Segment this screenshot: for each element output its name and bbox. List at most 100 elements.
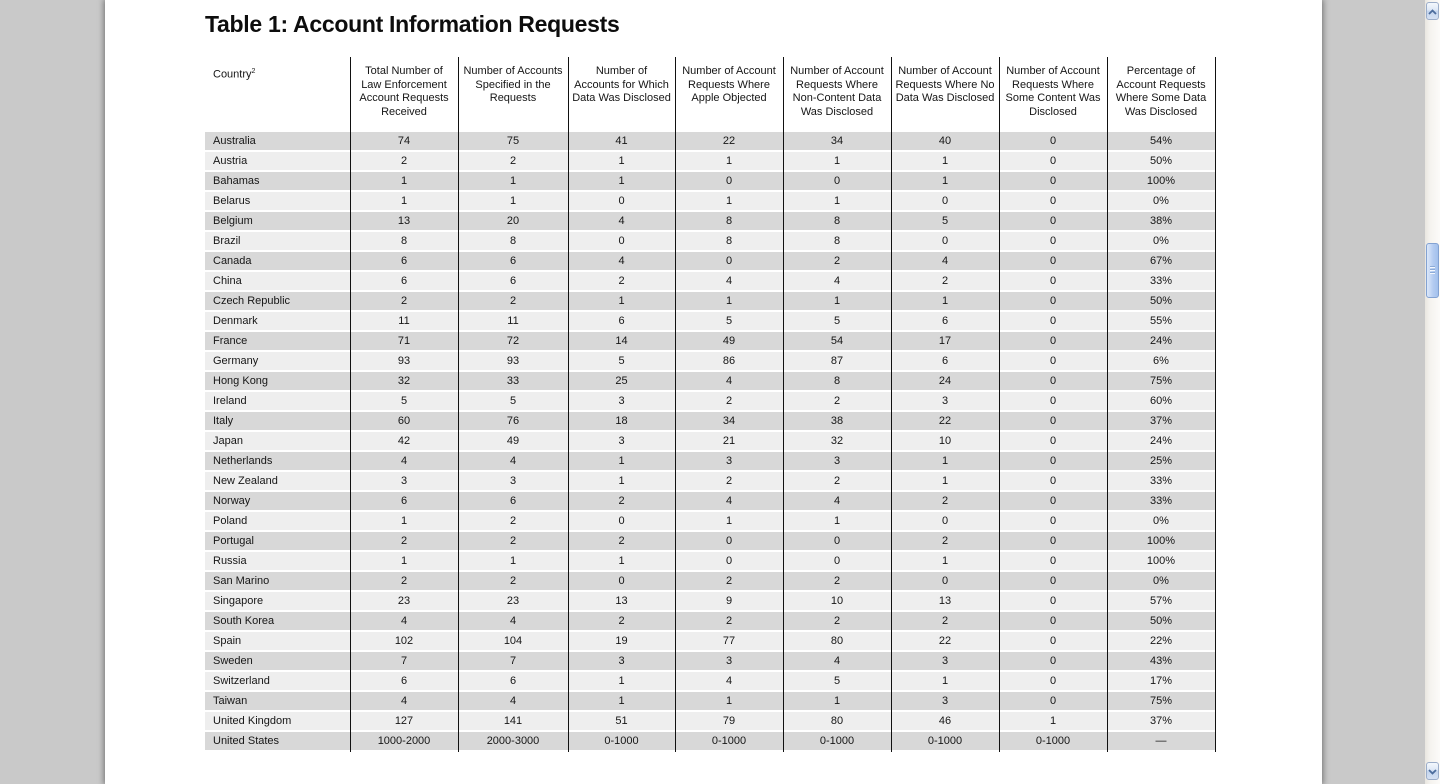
country-cell: Italy bbox=[205, 412, 350, 432]
value-cell: 0% bbox=[1107, 192, 1215, 212]
scroll-up-icon bbox=[1428, 2, 1437, 20]
value-cell: 7 bbox=[458, 652, 568, 672]
scrollbar-grip-icon bbox=[1430, 265, 1435, 275]
column-header: Total Number of Law Enforcement Account … bbox=[359, 65, 449, 118]
country-cell: Austria bbox=[205, 152, 350, 172]
value-cell: 6 bbox=[568, 312, 675, 332]
value-cell: 2 bbox=[568, 492, 675, 512]
footnote-marker: 2 bbox=[251, 68, 256, 75]
value-cell: 14 bbox=[568, 332, 675, 352]
value-cell: 2 bbox=[783, 612, 891, 632]
value-cell: 1 bbox=[891, 292, 999, 312]
value-cell: 1 bbox=[568, 292, 675, 312]
page-title: Table 1: Account Information Requests bbox=[205, 11, 620, 37]
value-cell: 2 bbox=[458, 532, 568, 552]
value-cell: 55% bbox=[1107, 312, 1215, 332]
value-cell: 6 bbox=[458, 252, 568, 272]
value-cell: 19 bbox=[568, 632, 675, 652]
country-cell: Denmark bbox=[205, 312, 350, 332]
column-header: Percentage of Account Requests Where Som… bbox=[1115, 65, 1207, 118]
value-cell: 5 bbox=[458, 392, 568, 412]
table-row: France 71 72 14 49 54 17 0 24% bbox=[205, 332, 1215, 352]
value-cell: 1 bbox=[458, 172, 568, 192]
value-cell: 0 bbox=[999, 432, 1107, 452]
value-cell: 0-1000 bbox=[675, 732, 783, 752]
table-row: Sweden 7 7 3 3 4 3 0 43% bbox=[205, 652, 1215, 672]
value-cell: 79 bbox=[675, 712, 783, 732]
country-cell: Poland bbox=[205, 512, 350, 532]
value-cell: 2 bbox=[568, 532, 675, 552]
column-header: Number of Account Requests Where Non-Con… bbox=[790, 65, 884, 118]
value-cell: 1 bbox=[350, 192, 458, 212]
table-row: Russia 1 1 1 0 0 1 0 100% bbox=[205, 552, 1215, 572]
value-cell: 3 bbox=[568, 392, 675, 412]
scrollbar-thumb[interactable] bbox=[1426, 243, 1439, 298]
value-cell: 4 bbox=[783, 652, 891, 672]
value-cell: 100% bbox=[1107, 172, 1215, 192]
table-row: Germany 93 93 5 86 87 6 0 6% bbox=[205, 352, 1215, 372]
table-row: Hong Kong 32 33 25 4 8 24 0 75% bbox=[205, 372, 1215, 392]
value-cell: 50% bbox=[1107, 612, 1215, 632]
value-cell: 2 bbox=[891, 532, 999, 552]
value-cell: 1 bbox=[891, 672, 999, 692]
value-cell: 0 bbox=[999, 672, 1107, 692]
value-cell: 8 bbox=[350, 232, 458, 252]
value-cell: 4 bbox=[568, 212, 675, 232]
table-row: Italy 60 76 18 34 38 22 0 37% bbox=[205, 412, 1215, 432]
value-cell: 22 bbox=[891, 412, 999, 432]
value-cell: 34 bbox=[675, 412, 783, 432]
column-divider bbox=[675, 57, 676, 752]
country-cell: Japan bbox=[205, 432, 350, 452]
country-cell: Belgium bbox=[205, 212, 350, 232]
scroll-up-button[interactable] bbox=[1426, 2, 1439, 20]
value-cell: 0 bbox=[783, 172, 891, 192]
country-cell: Sweden bbox=[205, 652, 350, 672]
value-cell: 71 bbox=[350, 332, 458, 352]
value-cell: 0 bbox=[999, 232, 1107, 252]
value-cell: 2 bbox=[891, 492, 999, 512]
value-cell: 2 bbox=[783, 572, 891, 592]
value-cell: 0 bbox=[675, 172, 783, 192]
value-cell: 25 bbox=[568, 372, 675, 392]
table-row: Denmark 11 11 6 5 5 6 0 55% bbox=[205, 312, 1215, 332]
value-cell: 22 bbox=[675, 132, 783, 152]
value-cell: 1 bbox=[568, 692, 675, 712]
value-cell: 1 bbox=[350, 512, 458, 532]
value-cell: 4 bbox=[783, 272, 891, 292]
value-cell: 3 bbox=[675, 452, 783, 472]
table-row: South Korea 4 4 2 2 2 2 0 50% bbox=[205, 612, 1215, 632]
table-row: Canada 6 6 4 0 2 4 0 67% bbox=[205, 252, 1215, 272]
value-cell: 1 bbox=[568, 552, 675, 572]
value-cell: 4 bbox=[675, 492, 783, 512]
column-header: Number of Account Requests Where Apple O… bbox=[682, 65, 776, 104]
country-cell: Switzerland bbox=[205, 672, 350, 692]
value-cell: 1 bbox=[675, 192, 783, 212]
value-cell: 4 bbox=[350, 612, 458, 632]
country-cell: Taiwan bbox=[205, 692, 350, 712]
value-cell: 1 bbox=[568, 672, 675, 692]
value-cell: 0 bbox=[999, 492, 1107, 512]
value-cell: 141 bbox=[458, 712, 568, 732]
scroll-down-button[interactable] bbox=[1426, 762, 1439, 780]
value-cell: 2 bbox=[568, 612, 675, 632]
value-cell: 2 bbox=[783, 472, 891, 492]
value-cell: 24% bbox=[1107, 432, 1215, 452]
value-cell: 22% bbox=[1107, 632, 1215, 652]
document-page: Table 1: Account Information Requests Co… bbox=[105, 0, 1322, 784]
value-cell: 0 bbox=[891, 572, 999, 592]
vertical-scrollbar[interactable] bbox=[1425, 0, 1440, 784]
value-cell: 54% bbox=[1107, 132, 1215, 152]
value-cell: 1 bbox=[675, 292, 783, 312]
value-cell: 32 bbox=[350, 372, 458, 392]
value-cell: 93 bbox=[458, 352, 568, 372]
value-cell: 0 bbox=[999, 692, 1107, 712]
value-cell: 3 bbox=[568, 432, 675, 452]
value-cell: 3 bbox=[458, 472, 568, 492]
column-divider bbox=[783, 57, 784, 752]
country-cell: Canada bbox=[205, 252, 350, 272]
value-cell: 0 bbox=[675, 252, 783, 272]
country-cell: China bbox=[205, 272, 350, 292]
value-cell: 0 bbox=[675, 532, 783, 552]
value-cell: 6 bbox=[350, 252, 458, 272]
country-cell: New Zealand bbox=[205, 472, 350, 492]
